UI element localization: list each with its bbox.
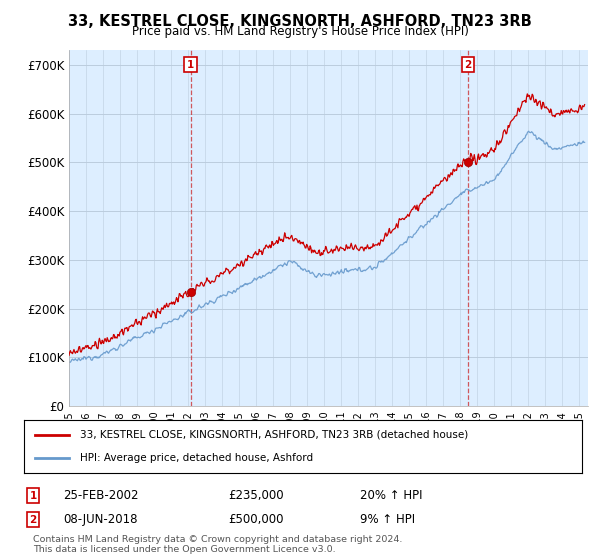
Text: HPI: Average price, detached house, Ashford: HPI: Average price, detached house, Ashf… (80, 453, 313, 463)
Text: 33, KESTREL CLOSE, KINGSNORTH, ASHFORD, TN23 3RB (detached house): 33, KESTREL CLOSE, KINGSNORTH, ASHFORD, … (80, 430, 468, 440)
Text: 1: 1 (187, 59, 194, 69)
Text: 33, KESTREL CLOSE, KINGSNORTH, ASHFORD, TN23 3RB: 33, KESTREL CLOSE, KINGSNORTH, ASHFORD, … (68, 14, 532, 29)
Text: 9% ↑ HPI: 9% ↑ HPI (360, 513, 415, 526)
Text: £235,000: £235,000 (228, 489, 284, 502)
Text: 1: 1 (29, 491, 37, 501)
Text: £500,000: £500,000 (228, 513, 284, 526)
Text: 2: 2 (29, 515, 37, 525)
Text: 25-FEB-2002: 25-FEB-2002 (63, 489, 139, 502)
Text: 08-JUN-2018: 08-JUN-2018 (63, 513, 137, 526)
Text: 2: 2 (464, 59, 472, 69)
Text: Price paid vs. HM Land Registry's House Price Index (HPI): Price paid vs. HM Land Registry's House … (131, 25, 469, 38)
Text: 20% ↑ HPI: 20% ↑ HPI (360, 489, 422, 502)
Text: Contains HM Land Registry data © Crown copyright and database right 2024.
This d: Contains HM Land Registry data © Crown c… (33, 535, 403, 554)
